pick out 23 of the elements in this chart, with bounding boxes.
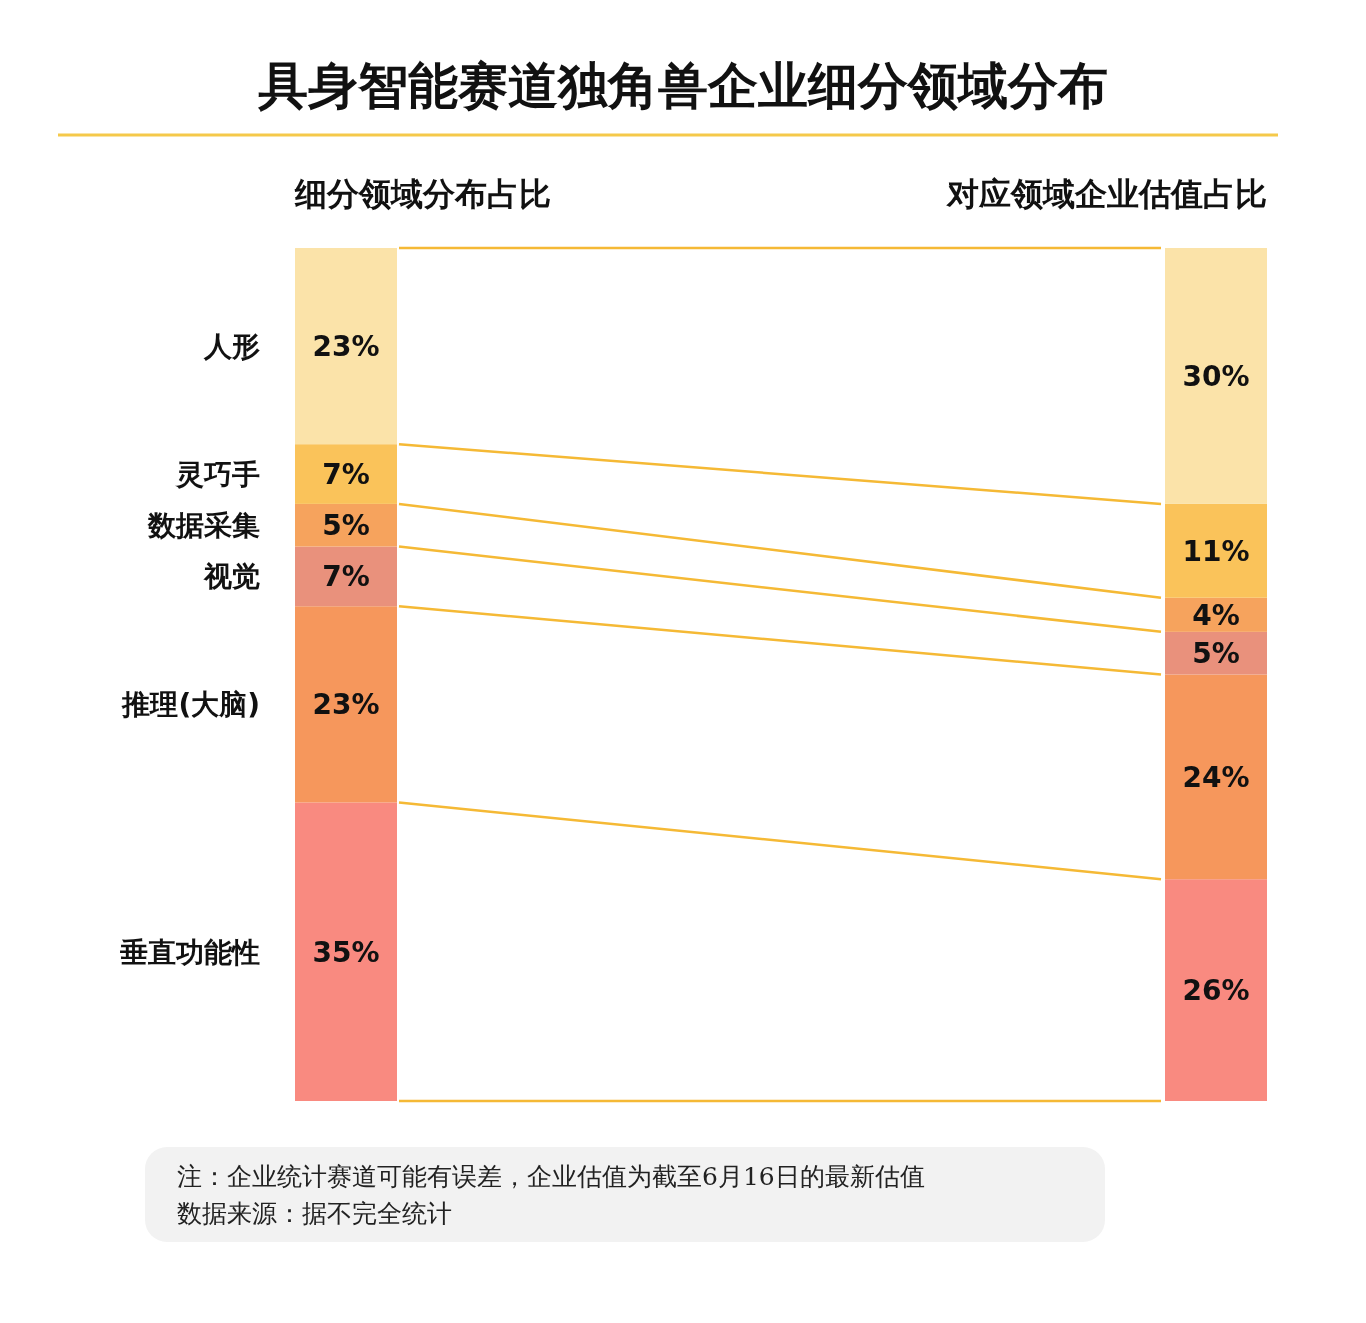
data-label: 23% [312, 330, 380, 364]
data-label: 24% [1182, 760, 1250, 794]
series-label: 视觉 [203, 560, 260, 594]
title: 具身智能赛道独角兽企业细分领域分布 [258, 57, 1108, 115]
text: 注：企业统计赛道可能有误差，企业估值为截至6月16日的最新估值 [177, 1162, 925, 1191]
data-label: 30% [1182, 359, 1250, 393]
x-tick-label: 细分领域分布占比 [294, 175, 551, 213]
data-label: 5% [1192, 637, 1240, 671]
data-label: 7% [322, 458, 370, 492]
data-label: 26% [1182, 974, 1250, 1008]
data-label: 11% [1182, 534, 1250, 568]
series-label: 数据采集 [147, 509, 260, 543]
data-label: 23% [312, 688, 380, 722]
series-label: 灵巧手 [175, 458, 260, 492]
series-label: 垂直功能性 [119, 935, 260, 969]
x-tick-label: 对应领域企业估值占比 [946, 175, 1267, 213]
data-label: 4% [1192, 598, 1240, 632]
series-label: 推理(大脑) [121, 688, 260, 722]
data-label: 7% [322, 560, 370, 594]
source-note: 数据来源：据不完全统计 [177, 1199, 452, 1228]
series-label: 人形 [203, 330, 260, 364]
data-label: 35% [312, 935, 380, 969]
data-label: 5% [322, 509, 370, 543]
